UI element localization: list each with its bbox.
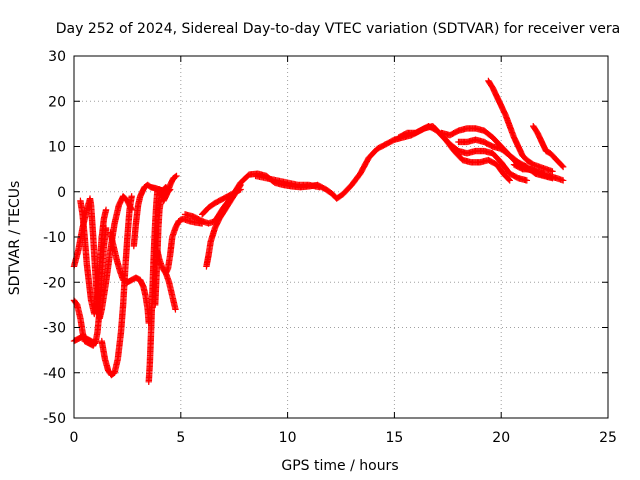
data-point [523, 177, 531, 184]
series-arc10 [160, 172, 180, 204]
series-arc15 [198, 186, 244, 218]
data-point [173, 172, 180, 180]
data-point [559, 162, 566, 170]
y-tick-label: 30 [48, 49, 66, 65]
y-tick-label: -20 [43, 275, 66, 291]
x-axis-label: GPS time / hours [281, 458, 398, 474]
data-point [559, 163, 567, 171]
data-point [236, 186, 243, 194]
series-arc12 [162, 270, 179, 313]
data-point [102, 206, 110, 214]
x-tick-label: 5 [176, 430, 185, 446]
x-tick-label: 15 [385, 430, 403, 446]
data-point [172, 306, 179, 313]
data-point [559, 177, 567, 184]
series-arc20 [485, 77, 556, 175]
y-tick-label: 20 [48, 94, 66, 110]
x-tick-label: 25 [599, 430, 617, 446]
data-point [506, 177, 513, 184]
y-tick-label: -10 [43, 230, 66, 246]
data-point [549, 168, 556, 175]
series-arc2 [70, 297, 99, 349]
chart-title: Day 252 of 2024, Sidereal Day-to-day VTE… [56, 21, 620, 37]
data-marks [70, 77, 567, 385]
y-tick-label: -30 [43, 321, 66, 337]
series-arc17 [395, 122, 531, 184]
data-point [316, 184, 323, 191]
series-arc6 [107, 229, 152, 327]
y-tick-label: 10 [48, 140, 66, 156]
y-tick-label: -50 [43, 411, 66, 427]
data-point [128, 193, 135, 200]
axis-ticks: 0 5 10 15 20 25 -50 -40 -30 -20 -10 0 10 20 30 [43, 49, 617, 446]
series-arc9 [151, 184, 174, 309]
data-point [172, 173, 179, 180]
data-point [505, 176, 513, 183]
x-tick-label: 10 [279, 430, 297, 446]
y-tick-label: -40 [43, 366, 66, 382]
series-arc16 [252, 172, 323, 191]
y-axis-label: SDTVAR / TECUs [7, 181, 23, 296]
y-tick-label: 0 [57, 185, 66, 201]
series-arc22 [510, 161, 567, 184]
series-arc5 [98, 193, 135, 379]
x-tick-label: 0 [70, 430, 79, 446]
series-arc13 [181, 122, 513, 227]
series-arc11 [154, 215, 206, 277]
series-arc8 [145, 186, 165, 385]
series-arc21 [530, 122, 567, 171]
data-point [237, 186, 244, 193]
x-tick-label: 20 [492, 430, 510, 446]
series-arc4 [77, 197, 110, 318]
